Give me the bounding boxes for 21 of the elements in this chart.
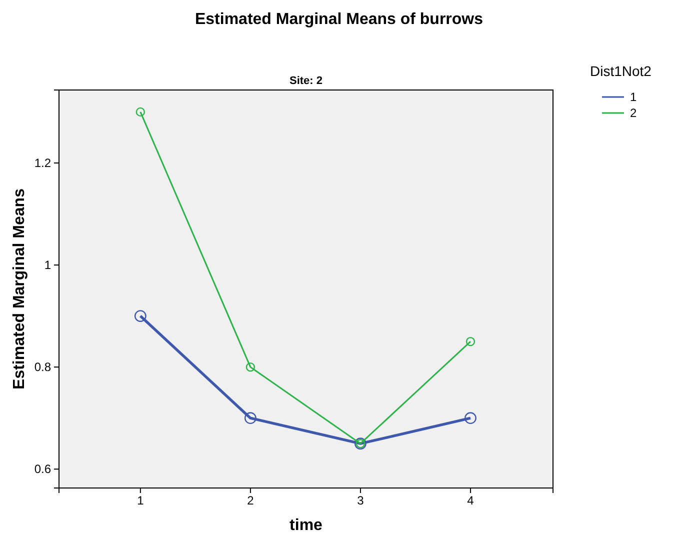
x-axis-title: time	[290, 517, 323, 534]
point	[466, 336, 476, 346]
y-tick-label: 1	[44, 258, 52, 272]
y-tick-label: 0.8	[34, 360, 52, 374]
legend-label: 2	[630, 106, 637, 120]
point	[464, 412, 476, 424]
chart-subtitle: Site: 2	[289, 75, 323, 87]
x-tick-label: 4	[467, 494, 474, 508]
point	[136, 107, 146, 117]
chart-title: Estimated Marginal Means of burrows	[194, 11, 484, 28]
y-axis-title: Estimated Marginal Means	[11, 188, 28, 390]
x-tick-label: 1	[137, 494, 144, 508]
legend-title: Dist1Not2	[590, 63, 652, 79]
point	[246, 362, 256, 372]
y-tick-label: 1.2	[34, 156, 52, 170]
x-tick-label: 2	[247, 494, 254, 508]
point	[134, 310, 146, 322]
y-tick-label: 0.6	[34, 462, 52, 476]
legend-label: 1	[630, 90, 637, 104]
x-tick-label: 3	[357, 494, 364, 508]
point	[244, 412, 256, 424]
